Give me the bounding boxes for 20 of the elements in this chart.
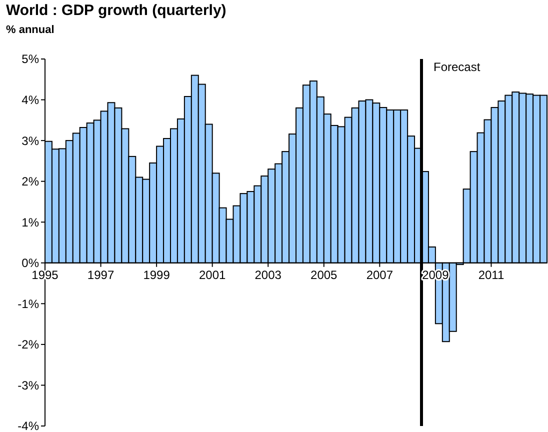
y-tick-label: 5% <box>22 52 40 66</box>
y-tick-label: 1% <box>22 215 40 230</box>
x-tick-label: 1999 <box>143 268 170 282</box>
x-tick-label: 2001 <box>198 268 226 282</box>
chart-title: World : GDP growth (quarterly) <box>6 2 226 19</box>
ref-line-label: Forecast <box>434 60 481 74</box>
y-tick-label: 4% <box>22 92 40 107</box>
x-tick-label: 1997 <box>87 268 114 282</box>
y-tick-label: -1% <box>18 296 40 311</box>
y-axis-title: % annual <box>6 24 54 36</box>
y-tick-label: 2% <box>22 174 40 189</box>
y-tick-label: 0% <box>22 256 40 270</box>
y-tick-label: -2% <box>18 338 40 352</box>
x-tick-label: 2011 <box>478 268 504 282</box>
y-tick-label: -4% <box>18 419 40 432</box>
x-tick-label: 2005 <box>310 268 338 282</box>
x-tick-label: 2007 <box>366 268 394 282</box>
y-tick-label: -3% <box>18 378 40 392</box>
y-tick-label: 3% <box>22 134 40 148</box>
x-tick-label: 2003 <box>254 268 282 282</box>
